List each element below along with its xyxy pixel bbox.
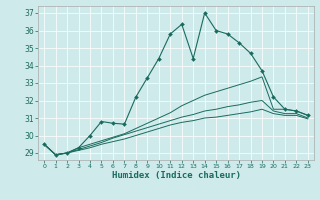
X-axis label: Humidex (Indice chaleur): Humidex (Indice chaleur) xyxy=(111,171,241,180)
